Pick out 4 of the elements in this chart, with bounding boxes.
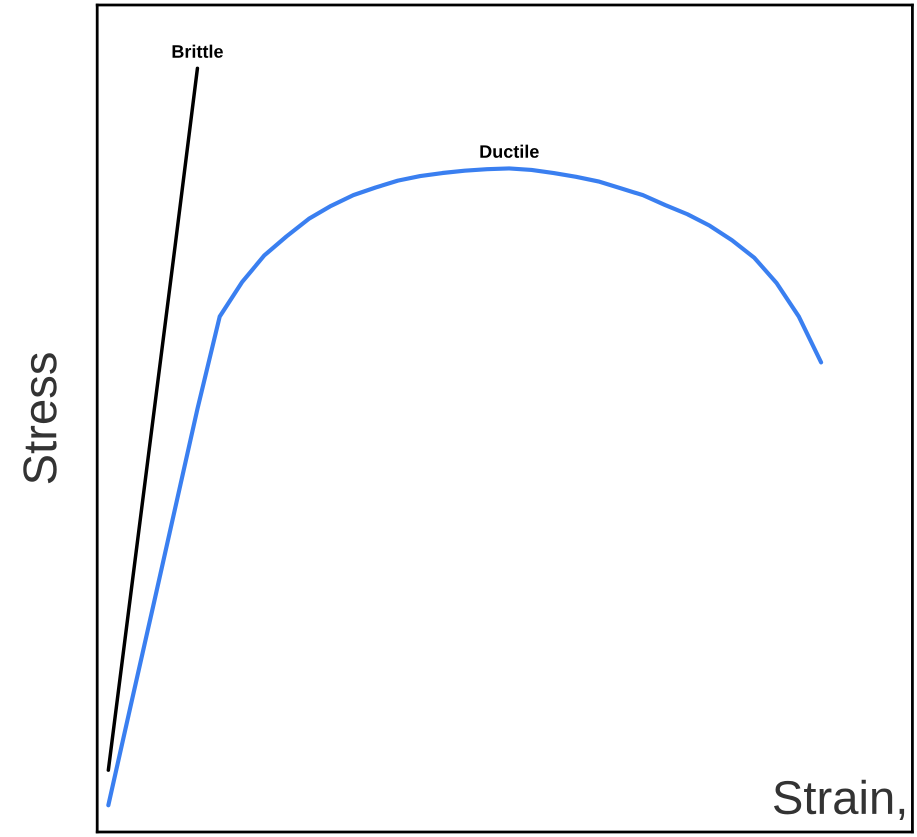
series-label: Ductile: [480, 144, 539, 158]
x-axis-title: Strain,: [774, 780, 904, 820]
y-axis-title: Stress: [23, 353, 57, 484]
series-label: Brittle: [172, 44, 223, 58]
